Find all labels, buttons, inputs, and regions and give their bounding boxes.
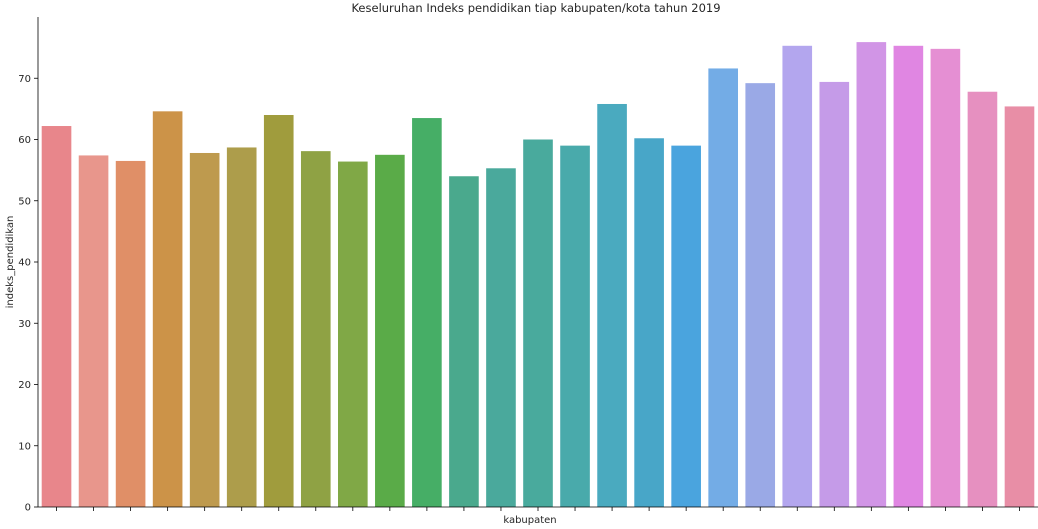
y-tick-label-20: 20 — [18, 380, 31, 391]
bar-2 — [78, 155, 109, 507]
bar-11 — [412, 118, 442, 507]
bar-13 — [486, 168, 516, 508]
y-tick-label-40: 40 — [18, 258, 31, 269]
bar-23 — [856, 42, 887, 508]
bar-20 — [745, 83, 776, 508]
y-tick-label-30: 30 — [18, 319, 31, 330]
bar-12 — [449, 176, 479, 507]
bar-25 — [930, 48, 961, 507]
chart-title: Keseluruhan Indeks pendidikan tiap kabup… — [351, 1, 720, 15]
bar-18 — [671, 145, 701, 508]
y-tick-label-10: 10 — [18, 441, 31, 452]
bar-14 — [523, 139, 553, 507]
y-tick-label-70: 70 — [18, 74, 31, 85]
axes-layer: 0 10 20 30 40 50 60 70 — [18, 17, 1038, 514]
y-tick-label-0: 0 — [25, 503, 31, 514]
bar-21 — [782, 45, 813, 507]
bar-17 — [634, 138, 664, 507]
bar-19 — [708, 68, 738, 507]
bar-26 — [967, 91, 998, 507]
x-axis-label: kabupaten — [503, 515, 556, 526]
bar-15 — [560, 145, 590, 508]
bar-24 — [893, 45, 924, 507]
bar-6 — [226, 147, 257, 507]
bar-22 — [819, 81, 850, 508]
y-tick-label-60: 60 — [18, 135, 31, 146]
bars-layer — [41, 42, 1035, 508]
y-tick-label-50: 50 — [18, 196, 31, 207]
bar-9 — [338, 161, 368, 508]
bar-7 — [263, 115, 294, 507]
bar-3 — [115, 160, 146, 507]
bar-5 — [189, 152, 220, 508]
bar-10 — [375, 154, 405, 507]
bar-1 — [41, 126, 72, 508]
bar-16 — [597, 103, 627, 507]
bar-8 — [300, 151, 331, 507]
bar-4 — [152, 111, 183, 507]
y-axis-label: indeks_pendidikan — [5, 216, 16, 309]
bar-27 — [1004, 106, 1035, 508]
